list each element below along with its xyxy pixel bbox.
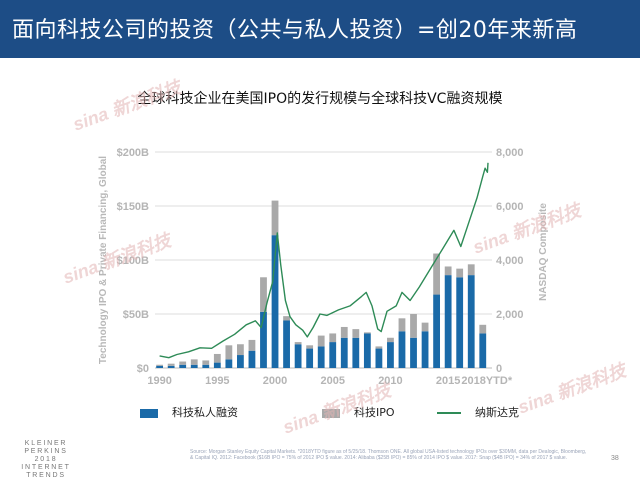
logo-line-2: 2018 — [34, 456, 58, 463]
bar-ipo-1996 — [225, 345, 233, 360]
legend-swatch-private — [140, 408, 158, 418]
legend-item-ipo: 科技IPO — [322, 404, 395, 420]
y-axis-label: Technology IPO & Private Financing, Glob… — [98, 156, 109, 364]
bar-private-2003 — [306, 348, 314, 368]
bar-ipo-2009 — [375, 346, 383, 349]
nasdaq-line — [159, 162, 489, 359]
slide-title: 面向科技公司的投资（公共与私人投资）=创20年来新高 — [12, 18, 578, 43]
bar-ipo-2003 — [306, 345, 314, 349]
bar-private-2009 — [375, 348, 383, 368]
bar-ipo-2015 — [444, 266, 452, 276]
x-tick-label: 2010 — [378, 375, 402, 387]
x-tick-label: 1995 — [205, 375, 229, 387]
logo-line-1: KLEINER PERKINS — [24, 440, 68, 455]
bar-private-1992 — [179, 364, 187, 368]
bar-private-1990 — [156, 365, 164, 368]
bar-ipo-2011 — [398, 318, 406, 332]
bar-private-1997 — [237, 355, 244, 368]
bar-private-2015 — [444, 275, 452, 368]
y2-tick-label: 0 — [496, 363, 502, 375]
bar-private-1993 — [190, 364, 198, 368]
bar-private-1995 — [213, 362, 221, 368]
bar-private-2013 — [421, 331, 429, 368]
bar-ipo-1990 — [156, 364, 164, 366]
bar-private-1994 — [202, 364, 210, 368]
slide-header: 面向科技公司的投资（公共与私人投资）=创20年来新高 — [0, 0, 640, 58]
bar-ipo-1994 — [202, 360, 210, 365]
bar-private-2002 — [294, 344, 302, 368]
bar-private-2000 — [271, 235, 279, 368]
bar-private-1999 — [260, 311, 267, 368]
y-tick-label: $0 — [137, 363, 149, 375]
y-tick-label: $200B — [117, 147, 149, 159]
x-tick-label: 2000 — [263, 375, 287, 387]
x-tick-label: 2018YTD* — [461, 375, 512, 387]
bar-ipo-2001 — [283, 316, 290, 321]
y2-tick-label: 6,000 — [496, 201, 524, 213]
bar-ipo-2018YTD* — [479, 324, 487, 334]
bar-private-2008 — [363, 333, 371, 368]
y-tick-label: $100B — [117, 255, 149, 267]
bar-private-2018YTD* — [479, 333, 487, 368]
bar-private-2011 — [398, 331, 406, 368]
legend-label-ipo: 科技IPO — [354, 406, 395, 419]
bar-private-1996 — [225, 359, 233, 368]
bar-private-2010 — [387, 342, 394, 368]
kpcb-logo: KLEINER PERKINS 2018 INTERNET TRENDS — [6, 440, 86, 480]
bar-ipo-2012 — [410, 314, 417, 338]
legend-label-private: 科技私人融资 — [172, 406, 238, 419]
bar-private-1998 — [248, 350, 256, 368]
bar-ipo-2002 — [294, 342, 302, 345]
y-tick-label: $150B — [117, 201, 149, 213]
legend-label-nasdaq: 纳斯达克 — [475, 406, 519, 419]
chart-title: 全球科技企业在美国IPO的发行规模与全球科技VC融资规模 — [137, 91, 503, 107]
bar-ipo-1998 — [248, 339, 256, 351]
bar-ipo-1997 — [237, 344, 244, 356]
y-tick-label: $50B — [123, 309, 149, 321]
bar-ipo-2014 — [433, 253, 441, 295]
y2-tick-label: 8,000 — [496, 147, 524, 159]
legend-swatch-nasdaq — [437, 412, 461, 414]
bar-private-2007 — [352, 337, 360, 368]
bar-private-2001 — [283, 320, 290, 368]
bar-ipo-1993 — [190, 359, 198, 365]
bar-ipo-2010 — [387, 337, 394, 343]
bar-private-2014 — [433, 294, 441, 368]
bar-ipo-1995 — [213, 353, 221, 363]
y2-axis-label: NASDAQ Composite — [538, 203, 549, 301]
source-note: Source: Morgan Stanley Equity Capital Ma… — [190, 449, 587, 461]
bar-ipo-1991 — [167, 363, 175, 366]
bar-private-1991 — [167, 365, 175, 368]
bar-ipo-1992 — [179, 361, 187, 365]
bar-ipo-2013 — [421, 322, 429, 332]
bar-private-2005 — [329, 342, 337, 368]
x-tick-label: 2005 — [320, 375, 344, 387]
bar-private-2016 — [456, 277, 464, 368]
x-tick-label: 2015 — [436, 375, 460, 387]
y2-tick-label: 2,000 — [496, 309, 524, 321]
bar-private-2004 — [317, 346, 325, 368]
logo-line-3: INTERNET TRENDS — [21, 464, 71, 479]
bar-ipo-2007 — [352, 329, 360, 338]
bar-ipo-2006 — [340, 326, 348, 338]
bar-ipo-2016 — [456, 268, 464, 278]
bar-ipo-2005 — [329, 333, 337, 343]
legend-item-private: 科技私人融资 — [140, 404, 238, 420]
bar-private-2006 — [340, 337, 348, 368]
bar-ipo-2017 — [467, 264, 475, 276]
bar-private-2017 — [467, 275, 475, 368]
bar-ipo-2000 — [271, 200, 279, 236]
page-number: 38 — [611, 455, 619, 462]
legend-item-nasdaq: 纳斯达克 — [437, 404, 519, 420]
legend-swatch-ipo — [322, 408, 340, 418]
y2-tick-label: 4,000 — [496, 255, 524, 267]
bar-ipo-2004 — [317, 335, 325, 347]
bar-ipo-2008 — [363, 332, 371, 334]
x-tick-label: 1990 — [147, 375, 171, 387]
bar-ipo-1999 — [260, 277, 267, 312]
bar-private-2012 — [410, 337, 417, 368]
